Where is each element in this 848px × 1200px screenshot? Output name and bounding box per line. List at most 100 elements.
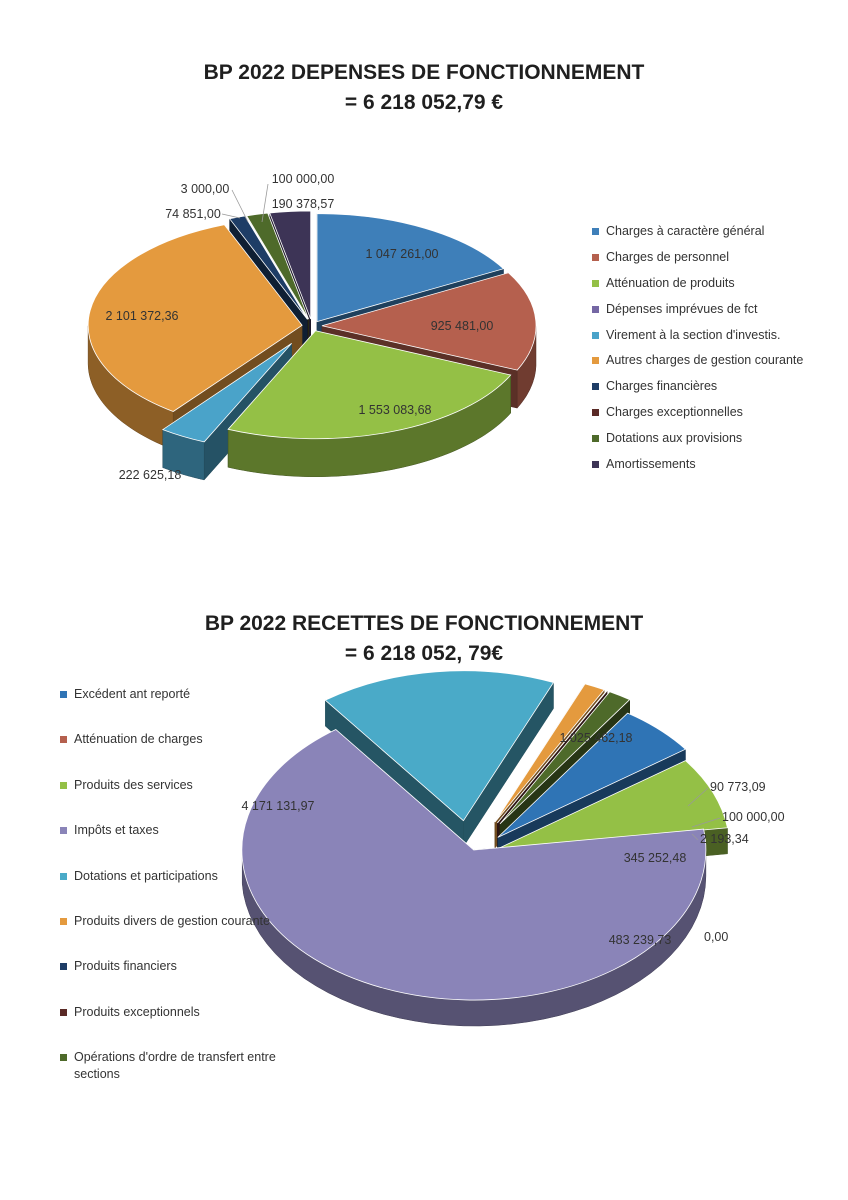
expenses-leader-line: [221, 213, 241, 219]
revenues-legend-label: Impôts et taxes: [74, 823, 159, 838]
expenses-legend-item-virement-a-la-section-d-investis: Virement à la section d'investis.: [592, 327, 803, 353]
revenues-legend-item-excedent-ant-reporte: Excédent ant reporté: [60, 686, 310, 731]
expenses-leader-line: [261, 183, 269, 223]
expenses-legend-item-charges-exceptionnelles: Charges exceptionnelles: [592, 404, 803, 430]
revenues-legend-label: Produits financiers: [74, 959, 177, 974]
revenues-data-label: 1 025 462,18: [560, 731, 633, 745]
revenues-legend-swatch: [60, 872, 67, 880]
revenues-legend-label: Excédent ant reporté: [74, 687, 191, 701]
expenses-legend-item-dotations-aux-provisions: Dotations aux provisions: [592, 430, 803, 456]
revenues-legend-item-attenuation-de-charges: Atténuation de charges: [60, 731, 310, 776]
revenues-legend-swatch: [60, 827, 67, 835]
revenues-slice-produits-des-services: [497, 760, 728, 850]
revenues-data-label: 100 000,00: [722, 810, 785, 824]
revenues-data-label: 345 252,48: [624, 851, 687, 865]
expenses-legend-swatch: [592, 331, 599, 339]
revenues-legend-label: Dotations et participations: [74, 868, 218, 883]
expenses-data-label: 3 000,00: [181, 182, 230, 196]
revenues-data-label: 90 773,09: [710, 780, 766, 794]
expenses-legend-label: Dotations aux provisions: [606, 431, 743, 446]
expenses-data-label: 190 378,57: [272, 197, 335, 211]
revenues-leader-line: [687, 787, 709, 807]
chart1-title: BP 2022 DEPENSES DE FONCTIONNEMENT: [203, 61, 645, 84]
revenues-legend-swatch: [60, 781, 67, 789]
expenses-data-label: 222 625,18: [119, 468, 182, 482]
expenses-legend-swatch: [592, 253, 599, 261]
revenues-leader-line: [691, 833, 699, 841]
chart1-legend: Charges à caractère général Charges de pe…: [592, 223, 803, 482]
expenses-legend-swatch: [592, 228, 599, 235]
revenues-slice-produits-divers-de-gestion-courante: [494, 683, 605, 823]
revenues-data-label: 483 239,73: [609, 933, 672, 947]
expenses-data-label: 925 481,00: [431, 319, 494, 333]
expenses-legend-label: Charges à caractère général: [606, 224, 765, 238]
expenses-legend-label: Dépenses imprévues de fct: [606, 301, 758, 316]
revenues-slice-dotations-et-participations: [324, 670, 555, 822]
chart1-subtitle: = 6 218 052,79 €: [344, 91, 504, 114]
expenses-slice-amortissements: [269, 210, 312, 320]
revenues-legend-item-produits-des-services: Produits des services: [60, 777, 310, 822]
expenses-legend-label: Autres charges de gestion courante: [606, 353, 804, 368]
expenses-legend-item-autres-charges-de-gestion-courante: Autres charges de gestion courante: [592, 352, 803, 378]
revenues-slice-operations-d-ordre-de-transfert-entre-sections: [499, 691, 631, 825]
expenses-legend-swatch: [592, 461, 599, 469]
revenues-pie-chart: 1 025 462,18 4 171 131,97 483 239,73 345 25…: [241, 670, 785, 1027]
expenses-legend-label: Virement à la section d'investis.: [606, 327, 781, 342]
expenses-data-label: 1 047 261,00: [366, 247, 439, 261]
expenses-legend-label: Amortissements: [606, 457, 696, 472]
expenses-legend-label: Charges exceptionnelles: [606, 405, 743, 420]
expenses-legend-item-depenses-imprevues-de-fct: Dépenses imprévues de fct: [592, 301, 803, 327]
expenses-slice-autres-charges-de-gestion-courante: [87, 224, 303, 412]
expenses-legend-item-charges-de-personnel: Charges de personnel: [592, 249, 803, 275]
revenues-data-label: 2 193,34: [700, 832, 749, 846]
expenses-data-label: 74 851,00: [165, 207, 221, 221]
revenues-data-label: 4 171 131,97: [242, 799, 315, 813]
expenses-legend-item-charges-a-caractere-general: Charges à caractère général: [592, 223, 803, 249]
revenues-data-label: 0,00: [704, 930, 728, 944]
expenses-slice-virement-a-la-section-d-investis: [161, 343, 292, 443]
expenses-legend-label: Charges financières: [606, 379, 718, 394]
expenses-data-label: 100 000,00: [272, 172, 335, 186]
revenues-legend-item-impots-et-taxes: Impôts et taxes: [60, 822, 310, 867]
expenses-legend-swatch: [592, 279, 599, 287]
expenses-legend-swatch: [592, 383, 599, 391]
revenues-legend-swatch: [60, 1008, 67, 1016]
expenses-pie-chart: 1 047 261,00 925 481,00 1 553 083,68 222 62…: [87, 172, 537, 482]
expenses-slice-charges-a-caractere-general: [316, 213, 505, 323]
revenues-legend-swatch: [60, 736, 67, 744]
chart2-subtitle: = 6 218 052, 79€: [344, 642, 504, 665]
expenses-legend-item-charges-financieres: Charges financières: [592, 378, 803, 404]
revenues-legend-swatch: [60, 1054, 67, 1062]
chart2-legend: Excédent ant reporté Atténuation de charg…: [60, 686, 310, 1095]
revenues-legend-swatch: [60, 917, 67, 925]
revenues-legend-item-produits-exceptionnels: Produits exceptionnels: [60, 1004, 310, 1049]
revenues-legend-item-produits-divers-de-gestion-courante: Produits divers de gestion courante: [60, 913, 310, 958]
revenues-legend-item-operations-d-ordre-de-transfert-entre-sections: Opérations d'ordre de transfert entre se…: [60, 1049, 310, 1094]
revenues-legend-swatch: [60, 691, 67, 698]
chart2-title: BP 2022 RECETTES DE FONCTIONNEMENT: [204, 612, 644, 635]
expenses-legend-swatch: [592, 357, 599, 365]
expenses-slice-charges-de-personnel: [321, 272, 537, 371]
expenses-legend-swatch: [592, 305, 599, 313]
revenues-slice-impots-et-taxes: [241, 729, 707, 1001]
expenses-legend-swatch: [592, 409, 599, 417]
revenues-legend-label: Produits des services: [74, 777, 193, 792]
revenues-legend-swatch: [60, 963, 67, 971]
revenues-slice-produits-exceptionnels: [497, 690, 608, 824]
expenses-legend-swatch: [592, 435, 599, 443]
expenses-slice-attenuation-de-produits: [227, 330, 512, 440]
revenues-legend-label: Opérations d'ordre de transfert entre se…: [74, 1050, 276, 1082]
revenues-leader-line: [691, 817, 721, 828]
revenues-legend-item-produits-financiers: Produits financiers: [60, 958, 310, 1003]
revenues-legend-label: Produits divers de gestion courante: [74, 913, 270, 928]
expenses-legend-item-amortissements: Amortissements: [592, 456, 803, 482]
expenses-leader-line: [231, 189, 249, 223]
expenses-legend-item-attenuation-de-produits: Atténuation de produits: [592, 275, 803, 301]
revenues-legend-item-dotations-et-participations: Dotations et participations: [60, 868, 310, 913]
revenues-legend-label: Atténuation de charges: [74, 732, 203, 747]
expenses-data-label: 1 553 083,68: [359, 403, 432, 417]
expenses-legend-label: Charges de personnel: [606, 249, 729, 264]
revenues-slice-autres-recettes: [497, 712, 687, 838]
expenses-legend-label: Atténuation de produits: [606, 275, 735, 290]
expenses-data-label: 2 101 372,36: [106, 309, 179, 323]
